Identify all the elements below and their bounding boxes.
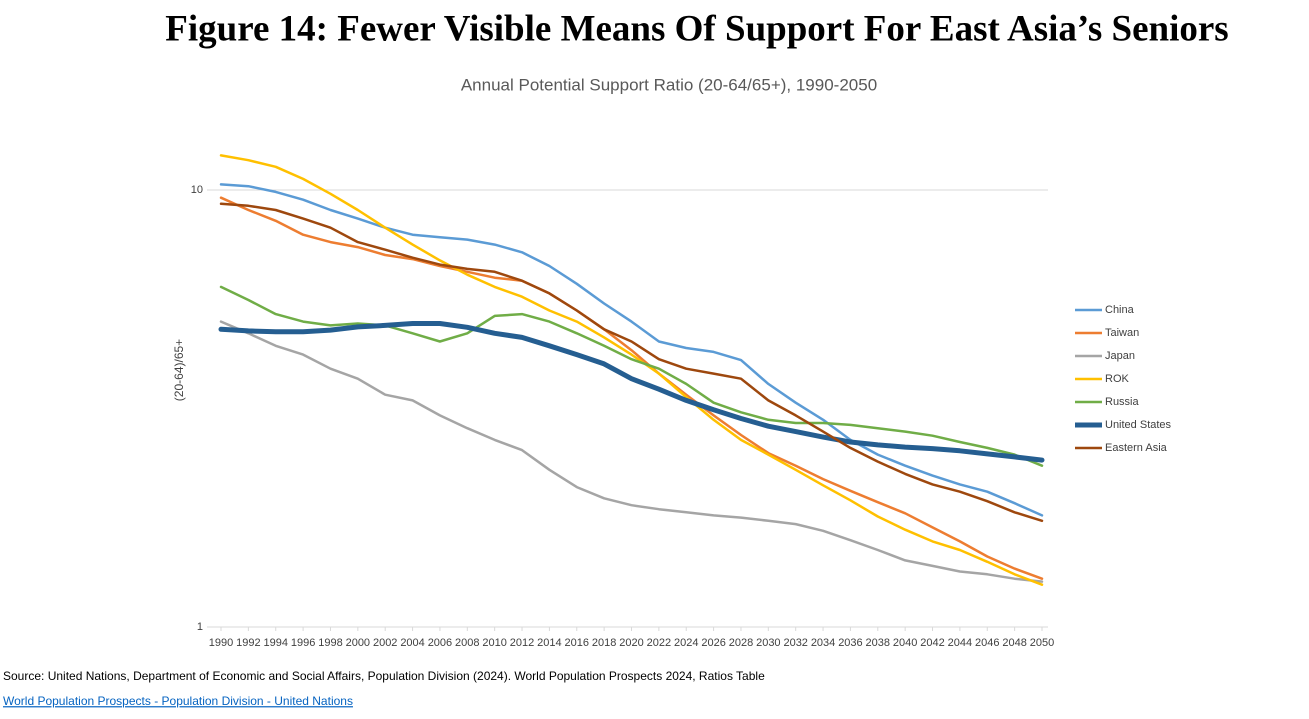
legend-label: Japan — [1105, 350, 1135, 362]
series-line — [219, 154, 1044, 586]
series-line — [218, 321, 1045, 463]
x-tick-label: 2038 — [866, 637, 890, 649]
legend-label: Taiwan — [1105, 327, 1139, 339]
x-tick-label: 1992 — [236, 637, 260, 649]
series-line — [219, 285, 1044, 467]
x-tick-label: 1996 — [291, 637, 315, 649]
x-tick-label: 2020 — [619, 637, 643, 649]
y-tick-label: 10 — [191, 184, 203, 196]
x-tick-label: 2018 — [592, 637, 616, 649]
y-axis-label: (20-64)/65+ — [172, 339, 186, 401]
y-tick-label: 1 — [197, 621, 203, 633]
legend-label: United States — [1105, 419, 1172, 431]
legend-label: Russia — [1105, 396, 1140, 408]
x-tick-label: 2006 — [428, 637, 452, 649]
x-tick-label: 2014 — [537, 637, 561, 649]
x-tick-label: 2028 — [729, 637, 753, 649]
x-tick-label: 1994 — [263, 637, 287, 649]
x-tick-label: 2002 — [373, 637, 397, 649]
x-tick-label: 2000 — [346, 637, 370, 649]
x-tick-label: 1998 — [318, 637, 342, 649]
chart-title: Figure 14: Fewer Visible Means Of Suppor… — [165, 8, 1228, 49]
x-tick-label: 2042 — [920, 637, 944, 649]
source-note: Source: United Nations, Department of Ec… — [3, 669, 765, 683]
x-tick-label: 2046 — [975, 637, 999, 649]
x-tick-label: 2036 — [838, 637, 862, 649]
series-line — [219, 202, 1044, 523]
x-tick-label: 2022 — [647, 637, 671, 649]
series-line — [219, 196, 1044, 580]
x-tick-label: 2034 — [811, 637, 835, 649]
x-tick-label: 2008 — [455, 637, 479, 649]
x-tick-label: 2050 — [1030, 637, 1054, 649]
x-tick-label: 2004 — [400, 637, 424, 649]
series-line — [219, 183, 1044, 517]
legend-label: China — [1105, 304, 1135, 316]
x-tick-label: 2030 — [756, 637, 780, 649]
x-tick-label: 2044 — [948, 637, 972, 649]
x-tick-label: 2016 — [565, 637, 589, 649]
x-tick-label: 2012 — [510, 637, 534, 649]
x-tick-label: 2024 — [674, 637, 698, 649]
x-tick-label: 2026 — [701, 637, 725, 649]
source-link[interactable]: World Population Prospects - Population … — [3, 694, 353, 708]
legend-label: Eastern Asia — [1105, 442, 1168, 454]
x-tick-label: 2040 — [893, 637, 917, 649]
x-tick-label: 2048 — [1002, 637, 1026, 649]
x-tick-label: 1990 — [209, 637, 233, 649]
chart-subtitle: Annual Potential Support Ratio (20-64/65… — [461, 75, 877, 94]
x-tick-label: 2032 — [783, 637, 807, 649]
legend-label: ROK — [1105, 373, 1130, 385]
series-line — [219, 320, 1044, 583]
x-tick-label: 2010 — [482, 637, 506, 649]
